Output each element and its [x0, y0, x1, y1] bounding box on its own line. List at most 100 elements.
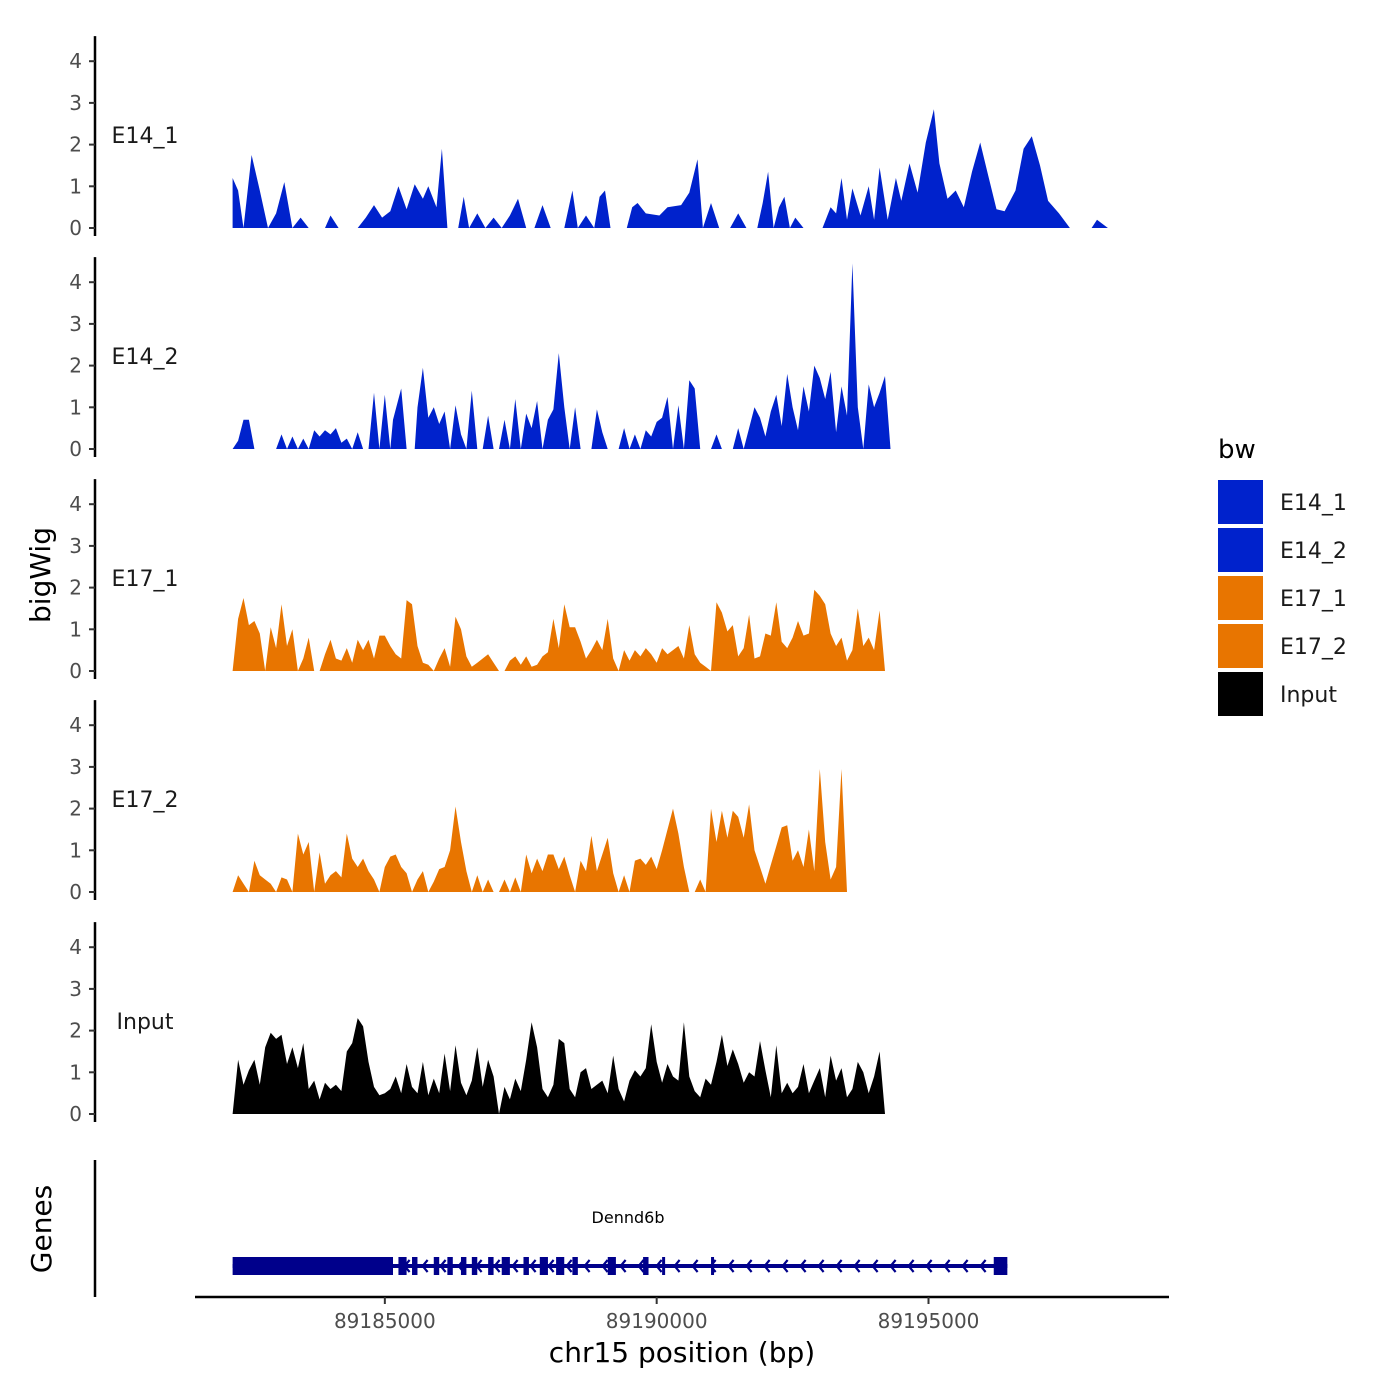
strand-arrow — [421, 1259, 429, 1273]
y-tick-label: 1 — [69, 395, 82, 419]
y-tick-label: 0 — [69, 880, 82, 904]
track-e17-2: 0 1 2 3 4 — [69, 700, 848, 904]
gene-exon — [993, 1257, 1008, 1275]
legend-label-e14-1: E14_1 — [1280, 491, 1347, 516]
strand-arrow — [511, 1259, 519, 1273]
y-tick-label: 3 — [69, 534, 82, 558]
legend-key-e14-2 — [1218, 528, 1263, 572]
legend-label-e17-2: E17_2 — [1280, 635, 1347, 660]
y-tick-label: 2 — [69, 576, 82, 600]
genes-panel: Genes Dennd6b — [25, 1160, 1008, 1297]
coverage-area-e14-2 — [232, 263, 891, 449]
legend-label-e17-1: E17_1 — [1280, 587, 1347, 612]
coverage-area-e17-1 — [232, 589, 886, 671]
track-e14-2: 0 1 2 3 4 — [69, 257, 891, 461]
y-tick-label: 4 — [69, 49, 82, 73]
y-axis-title: bigWig — [24, 527, 57, 623]
gene-models — [232, 1257, 1008, 1275]
strand-arrow — [529, 1259, 537, 1273]
track-label-input: Input — [117, 1010, 174, 1035]
gene-exon — [471, 1257, 478, 1275]
y-tick-label: 3 — [69, 977, 82, 1001]
y-tick-label: 0 — [69, 659, 82, 683]
y-tick-label: 1 — [69, 617, 82, 641]
x-tick-label: 89195000 — [878, 1309, 980, 1333]
legend-label-e14-2: E14_2 — [1280, 539, 1347, 564]
strand-arrow — [925, 1259, 933, 1273]
gene-exon — [643, 1257, 649, 1275]
y-tick-label: 1 — [69, 174, 82, 198]
strand-arrow — [889, 1259, 897, 1273]
strand-arrow — [961, 1259, 969, 1273]
y-tick-label: 2 — [69, 1019, 82, 1043]
gene-exon — [607, 1257, 616, 1275]
y-tick-label: 3 — [69, 91, 82, 115]
strand-arrow — [799, 1259, 807, 1273]
strand-arrow — [637, 1259, 645, 1273]
track-e14-1: 0 1 2 3 4 — [69, 36, 1108, 240]
strand-arrow — [943, 1259, 951, 1273]
track-label-e14-1: E14_1 — [112, 124, 179, 149]
y-tick-label: 0 — [69, 216, 82, 240]
gene-exon — [662, 1257, 666, 1275]
strand-arrow — [673, 1259, 681, 1273]
y-tick-label: 4 — [69, 270, 82, 294]
gene-exon — [501, 1257, 510, 1275]
y-tick-label: 3 — [69, 755, 82, 779]
x-tick-label: 89185000 — [334, 1309, 436, 1333]
strand-arrow — [727, 1259, 735, 1273]
track-label-e17-1: E17_1 — [112, 567, 179, 592]
track-input: 0 1 2 3 4 — [69, 922, 886, 1126]
y-tick-label: 2 — [69, 133, 82, 157]
x-axis-title: chr15 position (bp) — [549, 1336, 815, 1369]
gene-name-label: Dennd6b — [592, 1208, 665, 1227]
strand-arrow — [979, 1259, 987, 1273]
y-tick-label: 4 — [69, 713, 82, 737]
strand-arrow — [619, 1259, 627, 1273]
y-tick-label: 4 — [69, 935, 82, 959]
y-tick-label: 0 — [69, 1102, 82, 1126]
strand-arrow — [439, 1259, 447, 1273]
y-tick-label: 3 — [69, 312, 82, 336]
gene-exon — [398, 1257, 407, 1275]
strand-arrow — [853, 1259, 861, 1273]
strand-arrow — [781, 1259, 789, 1273]
strand-arrow — [835, 1259, 843, 1273]
y-tick-label: 0 — [69, 437, 82, 461]
strand-arrow — [583, 1259, 591, 1273]
gene-exon — [556, 1257, 565, 1275]
y-tick-label: 2 — [69, 797, 82, 821]
strand-arrow — [817, 1259, 825, 1273]
gene-exon — [572, 1257, 578, 1275]
legend-key-input — [1218, 672, 1263, 716]
y-tick-label: 1 — [69, 1060, 82, 1084]
legend: bw E14_1 E14_2 E17_1 E17_2 Input — [1218, 435, 1347, 716]
gene-exon — [488, 1257, 494, 1275]
legend-key-e17-1 — [1218, 576, 1263, 620]
strand-arrow — [763, 1259, 771, 1273]
track-label-e14-2: E14_2 — [112, 345, 179, 370]
gene-exon — [433, 1257, 440, 1275]
gene-exon — [447, 1257, 453, 1275]
gene-exon — [460, 1257, 467, 1275]
track-label-e17-2: E17_2 — [112, 788, 179, 813]
legend-key-e14-1 — [1218, 480, 1263, 524]
strand-arrow — [565, 1259, 573, 1273]
track-e17-1: 0 1 2 3 4 — [69, 479, 886, 683]
strand-arrow — [655, 1259, 663, 1273]
strand-arrow — [907, 1259, 915, 1273]
legend-key-e17-2 — [1218, 624, 1263, 668]
gene-exon — [232, 1257, 393, 1275]
x-axis: 89185000 89190000 89195000 chr15 positio… — [195, 1295, 1169, 1369]
genes-axis-title: Genes — [25, 1185, 58, 1273]
gene-exon — [412, 1257, 418, 1275]
strand-arrow — [547, 1259, 555, 1273]
gene-exon — [523, 1257, 529, 1275]
legend-title: bw — [1218, 435, 1256, 465]
x-tick-label: 89190000 — [606, 1309, 708, 1333]
strand-arrow — [493, 1259, 501, 1273]
legend-label-input: Input — [1280, 683, 1337, 708]
strand-arrow — [601, 1259, 609, 1273]
coverage-area-e14-1 — [232, 109, 1108, 228]
